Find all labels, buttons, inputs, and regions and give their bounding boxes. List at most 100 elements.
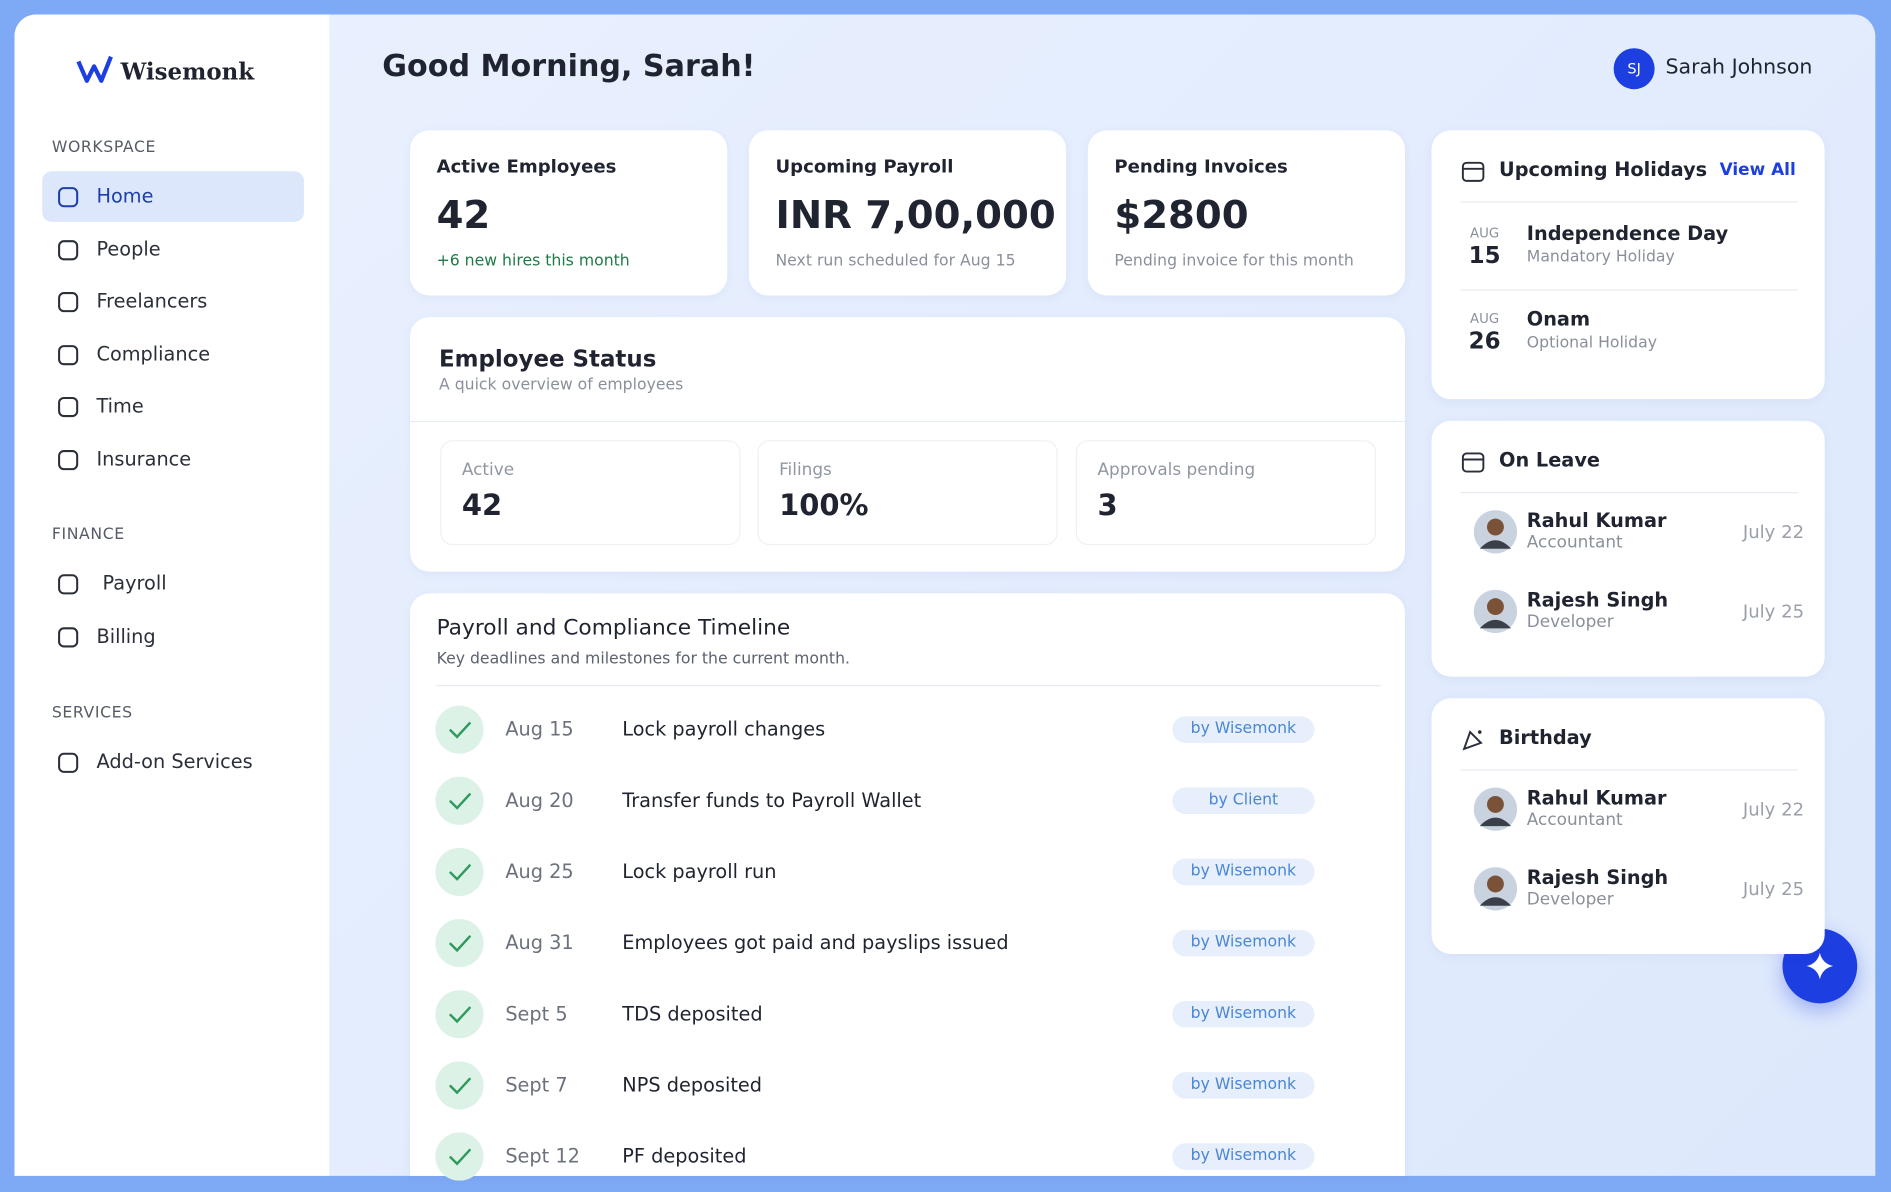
nav-section-title: SERVICES [51, 704, 133, 723]
check-icon [435, 990, 484, 1039]
divider [1460, 201, 1799, 203]
greeting: Good Morning, Sarah! [382, 48, 756, 84]
person-avatar [1473, 787, 1518, 831]
owner-badge: by Wisemonk [1172, 858, 1315, 886]
stat-value: 42 [436, 191, 491, 238]
person-date: July 22 [1742, 520, 1805, 543]
holiday-day: 26 [1468, 328, 1501, 355]
nav-active-bg [42, 171, 304, 222]
nav-icon [58, 396, 79, 418]
nav-item[interactable]: People [96, 237, 161, 261]
check-icon [435, 705, 484, 754]
user-name[interactable]: Sarah Johnson [1665, 55, 1813, 80]
status-tile [757, 440, 1058, 546]
nav-icon [58, 344, 79, 365]
divider [410, 420, 1405, 423]
card-title: On Leave [1499, 449, 1600, 473]
stat-note: Pending invoice for this month [1114, 252, 1354, 271]
nav-item[interactable]: Payroll [102, 572, 167, 596]
person-role: Accountant [1526, 532, 1623, 552]
check-icon [435, 918, 484, 968]
divider [436, 685, 1381, 687]
user-avatar[interactable]: SJ [1613, 48, 1655, 90]
person-date: July 22 [1742, 798, 1805, 821]
card-title: Birthday [1499, 726, 1592, 750]
person-date: July 25 [1742, 877, 1805, 900]
holiday-name: Onam [1526, 308, 1591, 331]
holiday-type: Optional Holiday [1526, 334, 1658, 353]
section-subtitle: A quick overview of employees [438, 376, 684, 395]
divider [1460, 769, 1799, 771]
stat-label: Active Employees [436, 155, 617, 178]
timeline-date: Sept 12 [505, 1144, 580, 1168]
card-icon [1462, 730, 1483, 751]
owner-badge: by Wisemonk [1172, 1143, 1315, 1170]
tile-label: Filings [779, 460, 832, 480]
section-title: Employee Status [438, 345, 657, 373]
nav-icon [58, 187, 79, 208]
nav-item[interactable]: Compliance [96, 342, 211, 366]
owner-badge: by Wisemonk [1172, 929, 1315, 957]
nav-item[interactable]: Billing [96, 624, 156, 648]
owner-badge: by Wisemonk [1172, 716, 1315, 743]
nav-section-title: FINANCE [51, 526, 125, 545]
timeline-task: PF deposited [622, 1144, 747, 1168]
holiday-day: 15 [1468, 242, 1501, 269]
stat-card [1087, 130, 1405, 296]
check-icon [435, 1061, 484, 1110]
holiday-month: AUG [1470, 225, 1500, 242]
person-name: Rajesh Singh [1526, 866, 1669, 890]
timeline-date: Sept 7 [505, 1073, 568, 1097]
check-icon [435, 847, 484, 897]
calendar-icon [1461, 161, 1485, 182]
holidays-card [1431, 130, 1825, 400]
timeline-task: NPS deposited [622, 1073, 763, 1097]
status-tile [440, 440, 741, 546]
nav-item[interactable]: Home [96, 184, 154, 208]
brand-name: Wisemonk [120, 59, 255, 86]
person-name: Rahul Kumar [1526, 786, 1667, 810]
nav-item[interactable]: Time [96, 394, 144, 418]
nav-icon [58, 449, 79, 470]
tile-value: 42 [461, 487, 503, 522]
stat-note: +6 new hires this month [436, 252, 630, 271]
nav-item[interactable]: Insurance [96, 447, 192, 471]
owner-badge: by Wisemonk [1172, 1000, 1315, 1028]
person-role: Accountant [1526, 809, 1623, 830]
check-icon [435, 1132, 484, 1181]
timeline-date: Aug 15 [505, 718, 574, 741]
tile-value: 100% [779, 487, 869, 522]
nav-section-title: WORKSPACE [51, 138, 157, 158]
stat-note: Next run scheduled for Aug 15 [775, 252, 1016, 271]
nav-item[interactable]: Add-on Services [96, 750, 253, 774]
timeline-task: Lock payroll run [622, 860, 777, 884]
stat-value: $2800 [1114, 191, 1249, 238]
check-icon [435, 776, 484, 825]
owner-badge: by Client [1172, 787, 1315, 815]
stat-value: INR 7,00,000 [775, 191, 1056, 238]
person-avatar [1473, 867, 1518, 911]
person-role: Developer [1526, 612, 1614, 632]
stat-card [748, 130, 1067, 296]
nav-icon [58, 292, 79, 313]
timeline-date: Aug 25 [505, 860, 574, 884]
person-name: Rahul Kumar [1526, 509, 1667, 533]
card-icon [1461, 452, 1485, 473]
tile-value: 3 [1097, 487, 1118, 522]
card-title: Upcoming Holidays [1499, 158, 1708, 182]
stat-label: Upcoming Payroll [775, 155, 954, 178]
section-title: Payroll and Compliance Timeline [436, 615, 791, 641]
owner-badge: by Wisemonk [1172, 1072, 1315, 1099]
nav-item[interactable]: Freelancers [96, 289, 208, 313]
view-all-link: View All [1719, 159, 1796, 180]
holiday-type: Mandatory Holiday [1526, 248, 1675, 267]
stat-label: Pending Invoices [1114, 155, 1288, 178]
timeline-task: TDS deposited [622, 1002, 763, 1026]
logo-mark [76, 55, 113, 83]
person-avatar [1473, 589, 1518, 634]
sparkle-icon [1806, 952, 1834, 980]
timeline-task: Transfer funds to Payroll Wallet [622, 789, 922, 813]
holiday-month: AUG [1470, 311, 1500, 327]
tile-label: Approvals pending [1097, 460, 1256, 480]
timeline-task: Employees got paid and payslips issued [622, 931, 1009, 955]
